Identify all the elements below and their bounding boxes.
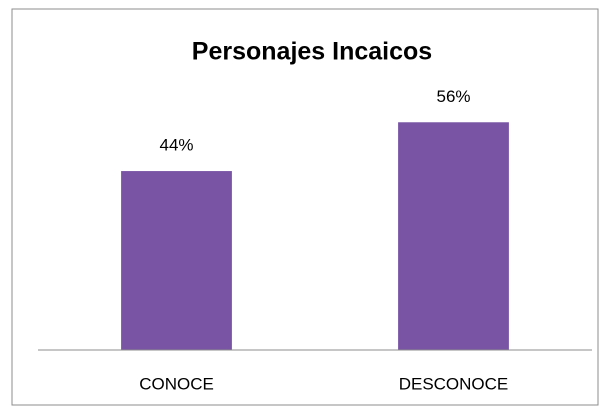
x-tick-label: CONOCE [139, 374, 214, 393]
bar [121, 171, 232, 350]
chart-title: Personajes Incaicos [192, 38, 432, 66]
data-label: 56% [436, 87, 470, 106]
bar [398, 122, 509, 351]
x-tick-label: DESCONOCE [399, 374, 509, 393]
data-label: 44% [159, 136, 193, 155]
chart-frame [11, 8, 599, 406]
